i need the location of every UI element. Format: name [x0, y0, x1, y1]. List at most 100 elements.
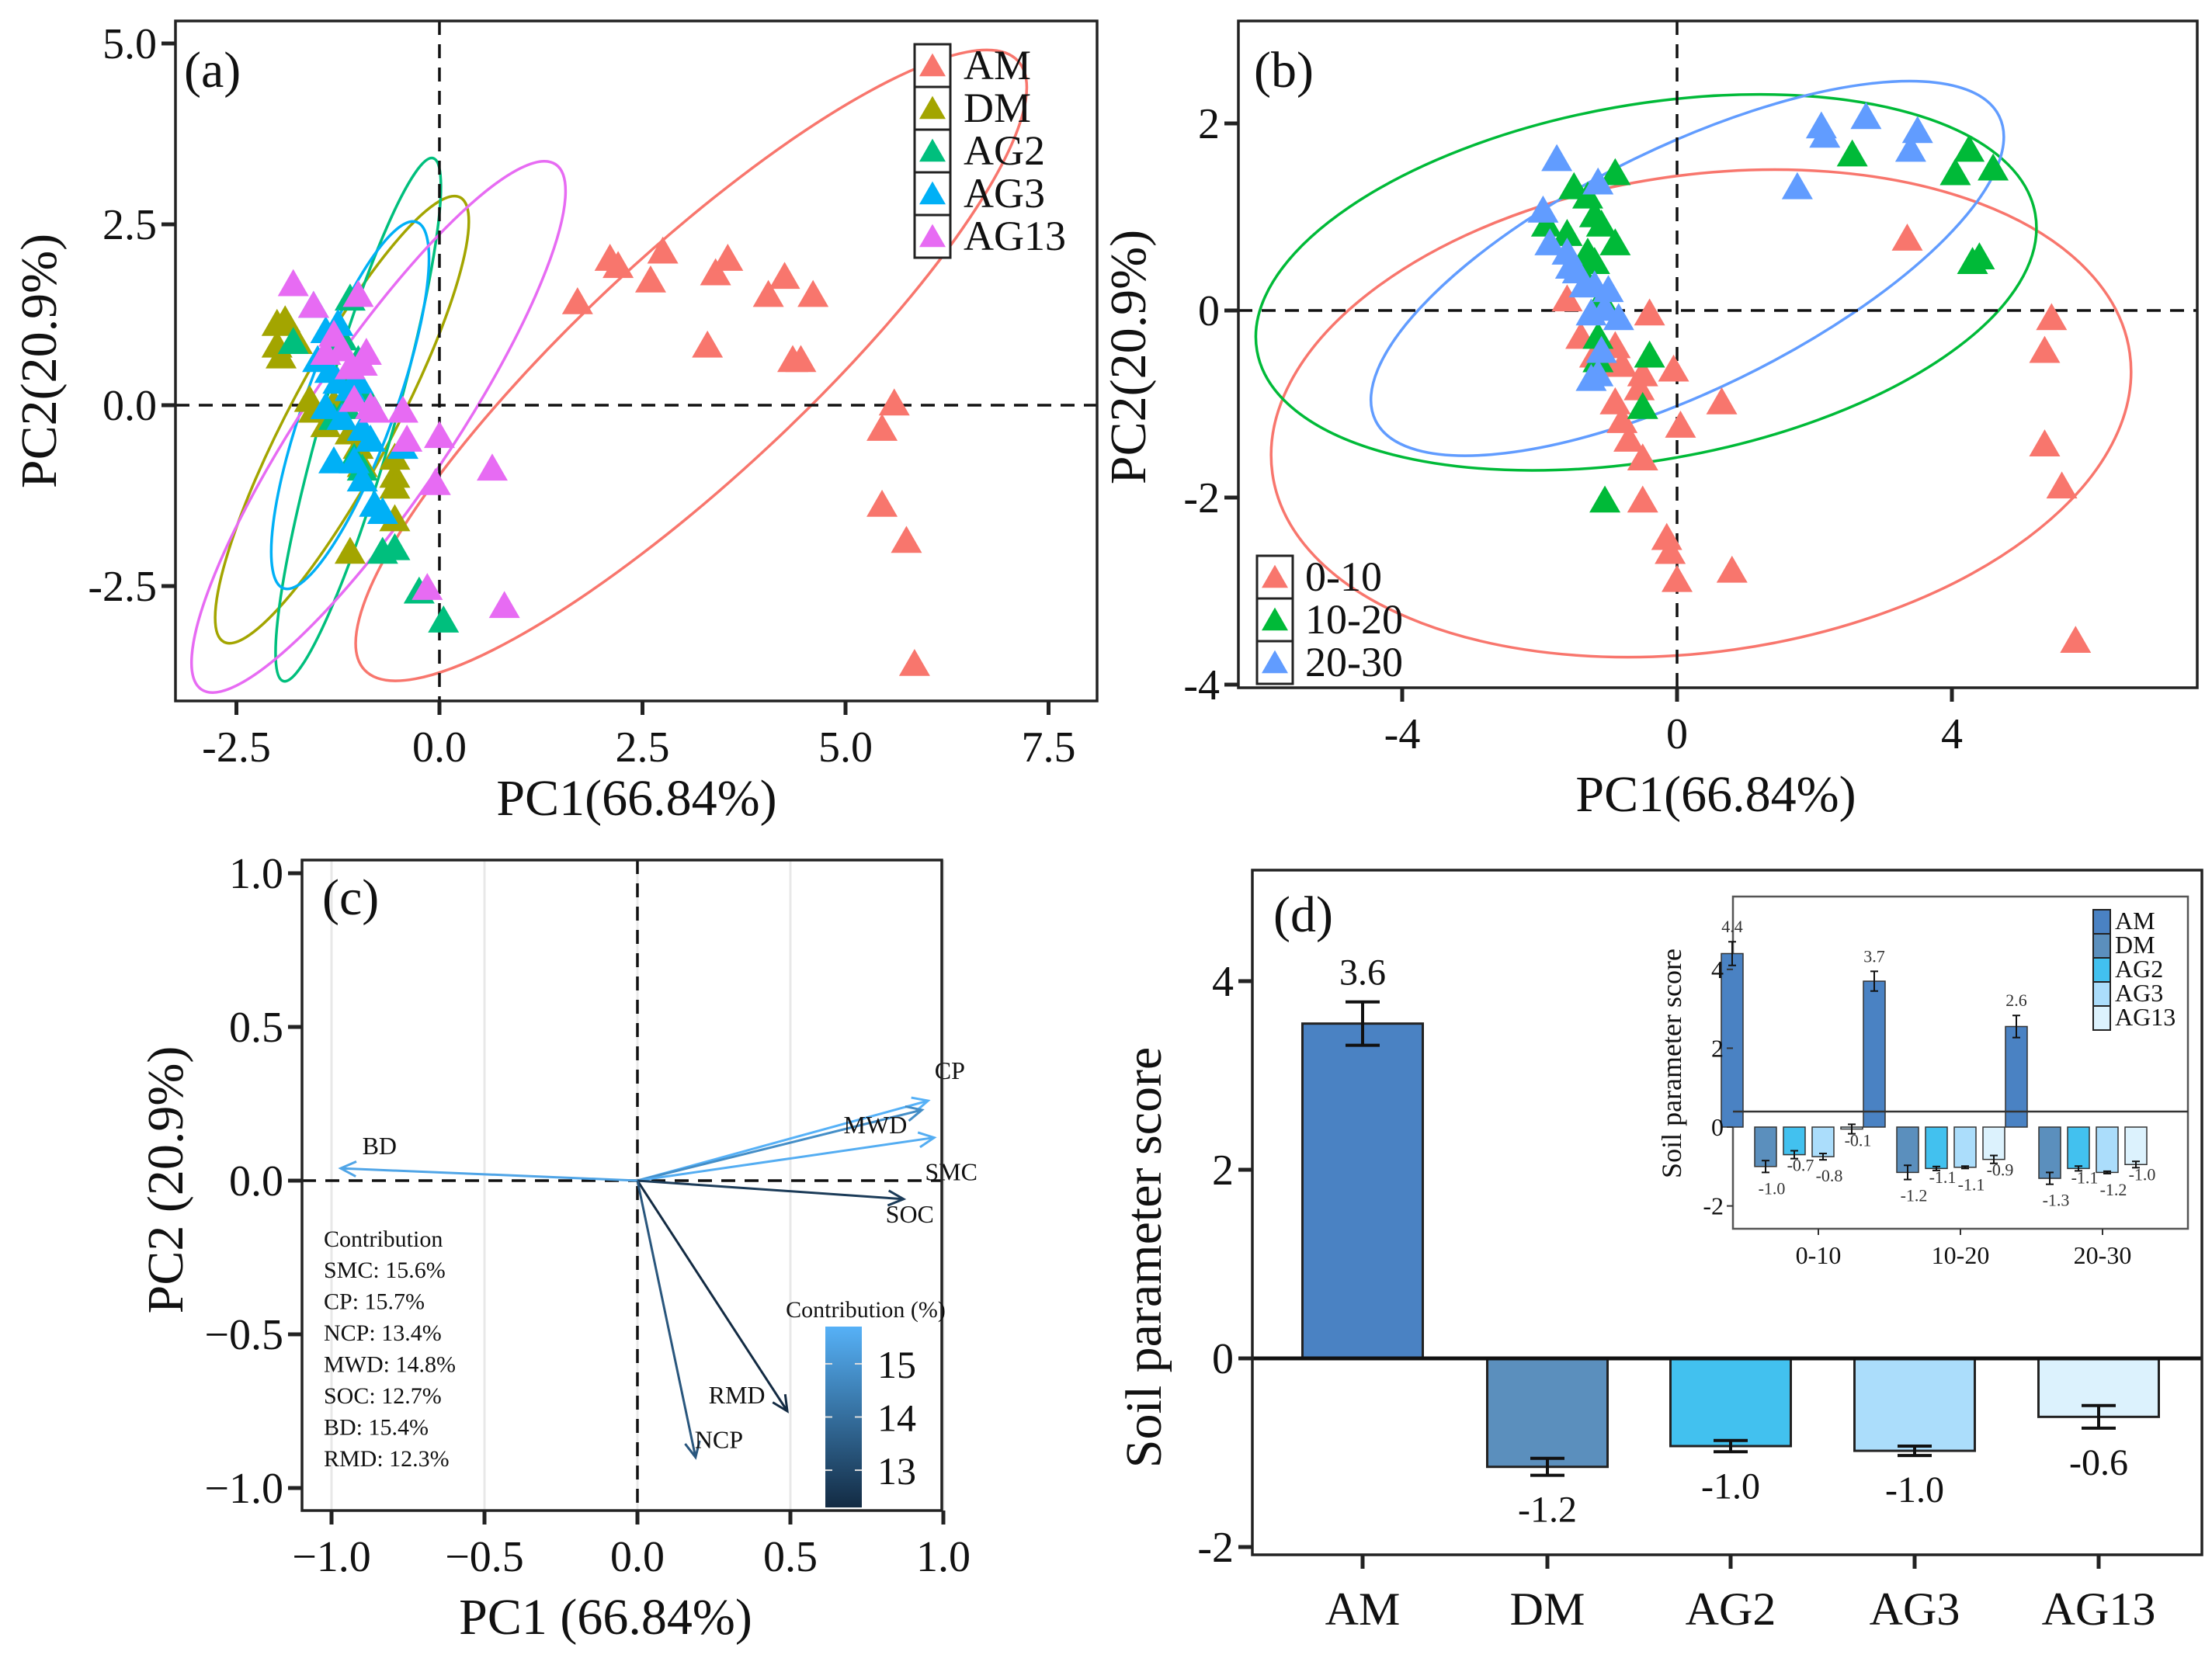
a-legend-label-DM: DM	[964, 85, 1031, 131]
a-x-ticks: -2.5 0.0 2.5 5.0 7.5	[202, 701, 1076, 772]
d-inset-y-axis-label: Soil parameter score	[1656, 949, 1687, 1178]
c-vector-BD	[340, 1167, 638, 1182]
d-x-tick-label: AG2	[1686, 1583, 1776, 1635]
c-vector-label-SMC: SMC	[925, 1158, 978, 1186]
b-point-0-10	[1634, 298, 1665, 326]
b-point-20-30	[1575, 298, 1607, 326]
d-inset-legend-label-DM: DM	[2115, 931, 2155, 959]
a-point-AG2	[277, 327, 309, 355]
d-value-label-AG3: -1.0	[1885, 1469, 1944, 1511]
a-legend-marker-DM	[919, 95, 946, 120]
c-contribution-row: NCP: 13.4%	[324, 1320, 442, 1346]
c-x-tick-label: 1.0	[916, 1533, 971, 1581]
c-vector-arrowhead-SMC	[917, 1131, 937, 1149]
c-vector-label-BD: BD	[363, 1132, 397, 1160]
d-inset-value-label-AG3: -1.2	[2100, 1180, 2127, 1199]
c-contribution-row: RMD: 12.3%	[324, 1446, 450, 1472]
d-inset-value-label-DM: -1.3	[2043, 1191, 2070, 1210]
c-contribution-row: CP: 15.7%	[324, 1289, 425, 1315]
c-x-ticks: −1.0 −0.5 0.0 0.5 1.0	[292, 1511, 971, 1581]
b-point-20-30	[1554, 251, 1586, 279]
d-x-tick-label: AM	[1325, 1583, 1401, 1635]
a-point-AG13	[342, 279, 374, 307]
panel-d-soil-score-bars: 3.6-1.2-1.0 -1.0-0.6 AM DM AG2 AG3 AG13 -2024…	[1116, 869, 2203, 1635]
c-vector-CP	[637, 1099, 929, 1182]
c-vector-RMD	[636, 1180, 789, 1412]
a-point-AG13	[387, 395, 418, 423]
b-point-20-30	[1541, 144, 1573, 172]
c-y-tick-label: 0.5	[229, 1004, 283, 1052]
b-point-0-10	[1627, 443, 1658, 471]
b-point-0-10	[2046, 471, 2078, 499]
b-point-10-20	[1530, 209, 1562, 237]
a-y-ticks: -2.5 0.0 2.5 5.0	[88, 20, 175, 611]
b-ellipse-10-20	[1254, 92, 2038, 472]
c-y-axis-label: PC2 (20.9%)	[137, 1046, 194, 1314]
d-inset-y-tick-label: -2	[1703, 1192, 1724, 1220]
b-point-20-30	[1850, 102, 1882, 130]
c-plot-frame	[300, 859, 943, 1512]
b-y-tick-label: -2	[1183, 474, 1220, 522]
b-point-0-10	[2060, 626, 2092, 653]
b-point-10-20	[1939, 158, 1971, 186]
a-point-AG2	[379, 532, 411, 560]
c-x-tick-label: 0.5	[763, 1533, 818, 1581]
b-point-10-20	[1571, 238, 1603, 265]
d-x-tick-label: DM	[1510, 1583, 1585, 1635]
b-point-10-20	[1836, 139, 1868, 167]
d-inset-bar-AG3-0-10	[1811, 1126, 1835, 1157]
a-point-AM	[785, 345, 817, 373]
a-point-AG3	[310, 392, 342, 419]
b-point-0-10	[2029, 429, 2061, 456]
c-vector-NCP	[636, 1180, 697, 1458]
d-inset-value-label-AM: 3.7	[1863, 946, 1885, 966]
a-point-AG13	[488, 591, 520, 619]
a-point-AM	[700, 258, 731, 286]
b-x-tick-label: -4	[1384, 710, 1421, 758]
b-ellipse-0-10	[1269, 168, 2133, 659]
c-y-tick-label: 1.0	[229, 850, 283, 898]
b-point-0-10	[1665, 411, 1696, 438]
d-inset-bar-AM-0-10	[1721, 952, 1744, 1128]
a-legend-marker-AG13	[919, 224, 946, 248]
c-vector-label-CP: CP	[935, 1056, 965, 1084]
c-x-tick-label: 0.0	[610, 1533, 665, 1581]
d-inset-value-label-AM: 4.4	[1721, 917, 1743, 936]
a-point-AM	[769, 262, 800, 290]
a-point-AG3	[318, 446, 350, 473]
b-point-0-10	[1655, 536, 1686, 564]
a-x-tick-label: 2.5	[616, 723, 670, 772]
b-y-tick-label: -4	[1183, 661, 1220, 709]
b-point-0-10	[2029, 335, 2061, 363]
b-point-10-20	[1627, 391, 1658, 419]
b-point-20-30	[1894, 134, 1926, 162]
b-point-20-30	[1592, 275, 1624, 303]
a-point-AM	[866, 414, 898, 441]
c-vector-arrowhead-SOC	[887, 1189, 907, 1207]
c-vector-arrowhead-MWD	[905, 1105, 925, 1122]
a-point-AG13	[419, 467, 451, 495]
d-inset-bar-AM-10-20	[1863, 980, 1886, 1128]
d-value-label-AG2: -1.0	[1701, 1466, 1760, 1507]
a-point-DM	[266, 341, 297, 369]
b-point-20-30	[1809, 120, 1841, 148]
d-inset-value-label-AG13: -1.0	[2129, 1164, 2156, 1184]
b-point-10-20	[1585, 209, 1617, 237]
panel-b-pca-by-depth: -4 0 4 -4 -2 0 2 (b) PC1(66.84%) PC2(20.9%) 0…	[1100, 19, 2199, 823]
b-x-tick-label: 0	[1666, 710, 1688, 758]
c-colorbar-tick-label: 13	[877, 1449, 916, 1493]
c-contribution-row: BD: 15.4%	[324, 1415, 429, 1441]
d-inset-x-tick-label: 20-30	[2074, 1241, 2132, 1269]
d-inset-value-label-AG2: -1.1	[1929, 1167, 1957, 1187]
c-vector-label-NCP: NCP	[695, 1425, 743, 1453]
a-point-DM	[334, 536, 366, 564]
a-point-AG13	[277, 269, 309, 297]
c-contribution-row: SMC: 15.6%	[324, 1257, 446, 1283]
b-point-10-20	[1551, 219, 1583, 246]
d-y-tick-label: -2	[1197, 1524, 1234, 1572]
b-x-axis-label: PC1(66.84%)	[1575, 766, 1856, 823]
b-point-0-10	[1716, 555, 1748, 583]
a-legend-label-AG2: AG2	[964, 127, 1045, 174]
a-point-AG13	[391, 425, 423, 452]
